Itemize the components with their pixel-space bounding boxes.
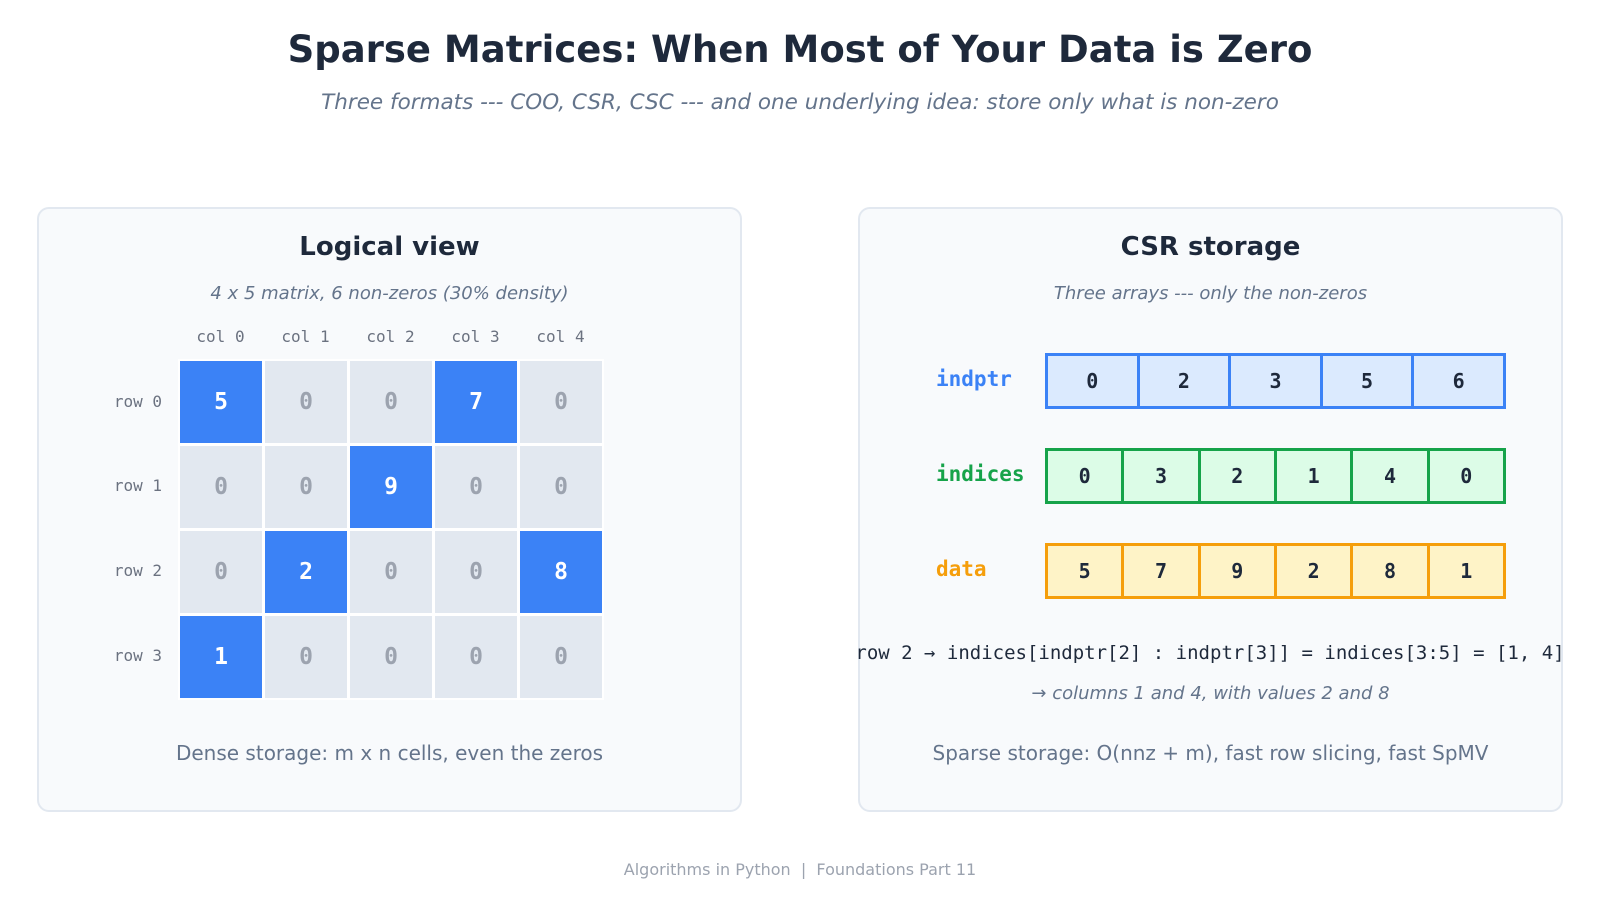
matrix-cell-nonzero: 1 (180, 616, 262, 698)
page-title: Sparse Matrices: When Most of Your Data … (287, 28, 1313, 71)
col-label: col 4 (536, 327, 585, 346)
footer: Algorithms in Python | Foundations Part … (623, 860, 977, 879)
indices-cell: 3 (1124, 451, 1201, 501)
indices-array: 0 3 2 1 4 0 (1045, 448, 1506, 504)
data-label: data (936, 557, 987, 581)
matrix-cell-nonzero: 9 (350, 446, 432, 528)
indptr-array: 0 2 3 5 6 (1045, 353, 1506, 409)
col-label: col 1 (281, 327, 330, 346)
matrix-cell-zero: 0 (520, 446, 602, 528)
data-cell: 1 (1460, 559, 1473, 583)
indices-cell: 0 (1460, 464, 1473, 488)
matrix-cell-zero: 0 (520, 616, 602, 698)
page-subtitle: Three formats --- COO, CSR, CSC --- and … (321, 90, 1279, 115)
logical-view-title: Logical view (299, 232, 480, 262)
col-label: col 3 (451, 327, 500, 346)
row-slice-example-caption: → columns 1 and 4, with values 2 and 8 (1031, 683, 1390, 704)
indices-cell: 0 (1048, 451, 1125, 501)
matrix-cell-nonzero: 5 (180, 361, 262, 443)
matrix-cell-nonzero: 2 (265, 531, 347, 613)
matrix-cell-zero: 0 (265, 616, 347, 698)
csr-storage-panel (858, 207, 1563, 812)
indices-cell: 1 (1277, 451, 1354, 501)
matrix-cell-zero: 0 (520, 361, 602, 443)
row-label: row 1 (113, 476, 162, 495)
matrix-cell-zero: 0 (265, 361, 347, 443)
data-array: 5 7 9 2 8 1 (1045, 543, 1506, 599)
matrix-cell-zero: 0 (350, 616, 432, 698)
indptr-cell: 3 (1231, 356, 1323, 406)
matrix-cell-zero: 0 (265, 446, 347, 528)
indptr-cell: 0 (1048, 356, 1140, 406)
data-cell: 9 (1201, 546, 1277, 596)
logical-view-subtitle: 4 x 5 matrix, 6 non-zeros (30% density) (210, 283, 569, 304)
row-label: row 0 (113, 392, 162, 411)
data-cell: 5 (1048, 546, 1125, 596)
matrix-cell-zero: 0 (435, 446, 517, 528)
col-label: col 0 (196, 327, 245, 346)
matrix-grid: 5 0 0 7 0 0 0 9 0 0 0 2 0 0 8 1 0 0 0 0 (178, 359, 604, 700)
indices-cell: 4 (1353, 451, 1430, 501)
data-cell: 2 (1277, 546, 1354, 596)
indptr-label: indptr (936, 367, 1012, 391)
data-cell: 7 (1124, 546, 1201, 596)
indices-label: indices (936, 462, 1025, 486)
csr-storage-subtitle: Three arrays --- only the non-zeros (1053, 283, 1368, 304)
indptr-cell: 5 (1323, 356, 1415, 406)
matrix-cell-zero: 0 (435, 531, 517, 613)
csr-storage-title: CSR storage (1120, 232, 1301, 262)
matrix-cell-zero: 0 (180, 531, 262, 613)
matrix-cell-nonzero: 8 (520, 531, 602, 613)
indices-cell: 2 (1201, 451, 1277, 501)
matrix-cell-zero: 0 (435, 616, 517, 698)
row-label: row 2 (113, 561, 162, 580)
row-slice-example-code: row 2 → indices[indptr[2] : indptr[3]] =… (855, 642, 1565, 664)
matrix-cell-zero: 0 (180, 446, 262, 528)
matrix-cell-zero: 0 (350, 361, 432, 443)
row-label: row 3 (113, 646, 162, 665)
matrix-cell-zero: 0 (350, 531, 432, 613)
data-cell: 8 (1353, 546, 1430, 596)
col-label: col 2 (366, 327, 415, 346)
dense-storage-note: Dense storage: m x n cells, even the zer… (175, 741, 604, 765)
indptr-cell: 2 (1140, 356, 1232, 406)
matrix-cell-nonzero: 7 (435, 361, 517, 443)
sparse-storage-note: Sparse storage: O(nnz + m), fast row sli… (932, 741, 1489, 765)
indptr-cell: 6 (1452, 369, 1465, 393)
